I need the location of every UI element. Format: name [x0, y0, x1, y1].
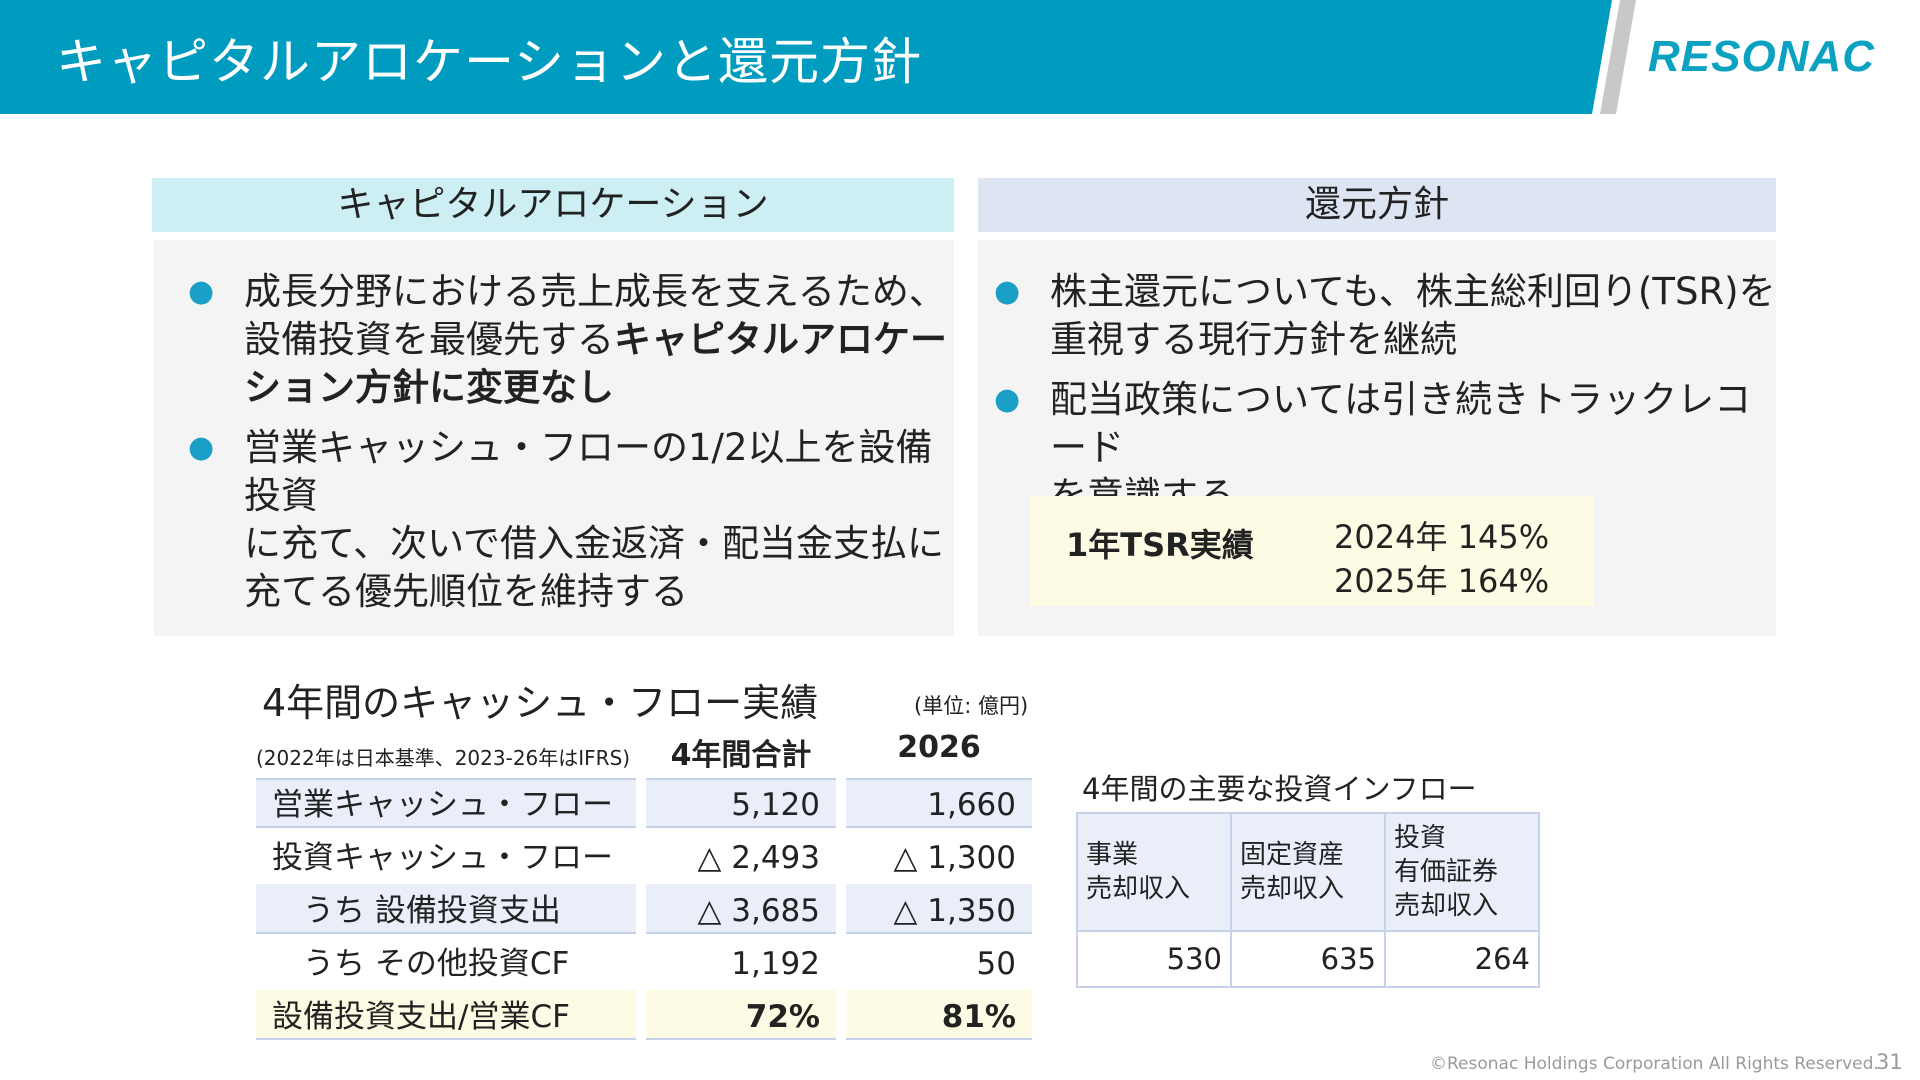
- value-2026: △ 1,300: [893, 840, 1016, 876]
- total-value: △ 2,493: [697, 840, 820, 876]
- row-label: うち 設備投資支出: [256, 884, 636, 934]
- investment-inflow-table: 事業 売却収入 固定資産 売却収入 投資 有価証券 売却収入 530 635 2…: [1076, 812, 1540, 988]
- copyright: ©Resonac Holdings Corporation All Rights…: [1430, 1054, 1879, 1074]
- value-2026: 1,660: [846, 778, 1032, 828]
- row-label: 投資キャッシュ・フロー: [272, 840, 613, 876]
- total-value: 1,192: [731, 946, 820, 982]
- tsr-box: 1年TSR実績 2024年 145% 2025年 164%: [1030, 496, 1594, 606]
- total-value: 5,120: [646, 778, 836, 828]
- basis-note: (2022年は日本基準、2023-26年はIFRS): [256, 746, 631, 770]
- bullet-dot-icon: ●: [994, 382, 1021, 417]
- total-value: 72%: [646, 990, 836, 1040]
- total-value: △ 3,685: [646, 884, 836, 934]
- return-policy-heading: 還元方針: [978, 178, 1776, 232]
- investment-inflow-title: 4年間の主要な投資インフロー: [1082, 772, 1477, 806]
- table-cell: 530: [1076, 930, 1232, 988]
- bullet-item: ● 成長分野における売上成長を支えるため、 設備投資を最優先するキャピタルアロケ…: [188, 270, 947, 409]
- bullet-dot-icon: ●: [188, 430, 215, 465]
- table-header-cell: 事業 売却収入: [1076, 812, 1232, 932]
- page-number: 31: [1876, 1050, 1903, 1074]
- bullet-item: ● 株主還元についても、株主総利回り(TSR)を 重視する現行方針を継続: [994, 270, 1776, 361]
- table-header-cell: 投資 有価証券 売却収入: [1384, 812, 1540, 932]
- bullet-item: ● 営業キャッシュ・フローの1/2以上を設備投資 に充て、次いで借入金返済・配当…: [188, 426, 945, 613]
- capital-allocation-heading: キャピタルアロケーション: [152, 178, 954, 232]
- bullet-dot-icon: ●: [188, 274, 215, 309]
- value-2026: 81%: [846, 990, 1032, 1040]
- tsr-label: 1年TSR実績: [1066, 526, 1254, 564]
- header-band: [0, 0, 1636, 114]
- cashflow-title: 4年間のキャッシュ・フロー実績: [262, 681, 819, 725]
- table-cell: 635: [1230, 930, 1386, 988]
- row-label: 設備投資支出/営業CF: [256, 990, 636, 1040]
- header-bar: キャピタルアロケーションと還元方針 RESONAC: [0, 0, 1920, 114]
- tsr-value-2025: 2025年 164%: [1334, 562, 1550, 600]
- page-title: キャピタルアロケーションと還元方針: [56, 33, 922, 91]
- bullet-dot-icon: ●: [994, 274, 1021, 309]
- row-label: 営業キャッシュ・フロー: [256, 778, 636, 828]
- value-2026: 50: [976, 946, 1016, 982]
- col-header-2026: 2026: [897, 730, 981, 765]
- row-label: うち その他投資CF: [272, 946, 570, 982]
- capital-allocation-panel: ● 成長分野における売上成長を支えるため、 設備投資を最優先するキャピタルアロケ…: [154, 240, 954, 636]
- table-cell: 264: [1384, 930, 1540, 988]
- tsr-value-2024: 2024年 145%: [1334, 518, 1550, 556]
- col-header-total: 4年間合計: [670, 738, 812, 773]
- company-logo: RESONAC: [1648, 32, 1876, 81]
- table-row: 530 635 264: [1076, 930, 1540, 988]
- table-header-cell: 固定資産 売却収入: [1230, 812, 1386, 932]
- unit-label: (単位: 億円): [914, 694, 1029, 718]
- table-header-row: 事業 売却収入 固定資産 売却収入 投資 有価証券 売却収入: [1076, 812, 1540, 932]
- value-2026: △ 1,350: [846, 884, 1032, 934]
